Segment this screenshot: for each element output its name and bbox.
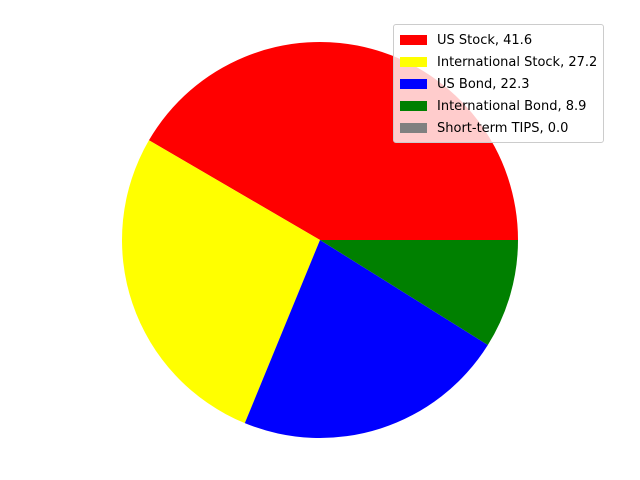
legend-swatch [400,101,427,111]
legend-item: Short-term TIPS, 0.0 [400,117,597,139]
legend-swatch [400,35,427,45]
legend-label: US Bond, 22.3 [437,76,530,92]
chart-legend: US Stock, 41.6 International Stock, 27.2 U… [393,24,605,143]
legend-item: International Stock, 27.2 [400,51,597,73]
pie-slice-us-bond [244,240,488,438]
legend-swatch [400,79,427,89]
legend-item: US Stock, 41.6 [400,29,597,51]
legend-label: International Stock, 27.2 [437,54,598,70]
legend-item: International Bond, 8.9 [400,95,597,117]
legend-swatch [400,57,427,67]
pie-slice-international-bond [320,240,518,346]
legend-label: International Bond, 8.9 [437,98,587,114]
legend-swatch [400,123,427,133]
legend-label: Short-term TIPS, 0.0 [437,120,569,136]
legend-item: US Bond, 22.3 [400,73,597,95]
pie-slice-international-stock [121,140,320,424]
legend-label: US Stock, 41.6 [437,32,533,48]
